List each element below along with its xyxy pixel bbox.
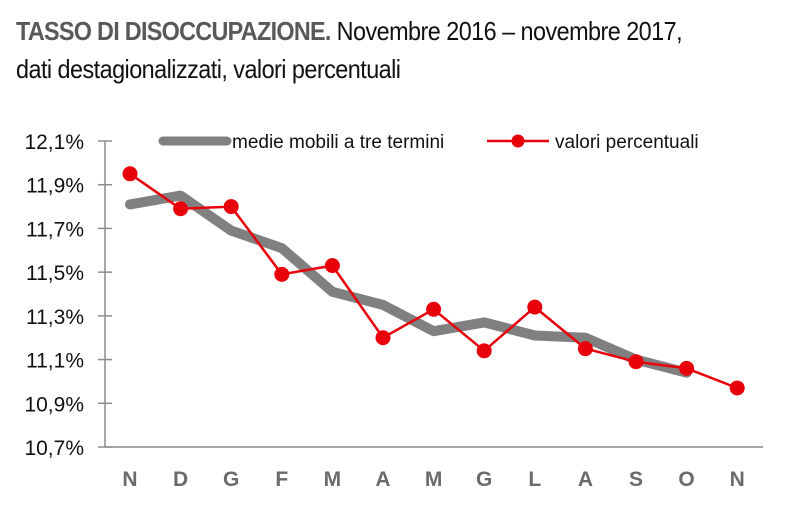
chart-subtitle: dati destagionalizzati, valori percentua… — [16, 54, 401, 84]
title-line-1: TASSO DI DISOCCUPAZIONE. Novembre 2016 –… — [16, 12, 718, 50]
data-point-marker — [122, 166, 138, 182]
series-percent-values — [122, 166, 745, 396]
data-point-marker — [375, 330, 391, 346]
data-point-marker — [577, 341, 593, 357]
legend-item-moving-average: medie mobili a tre termini — [158, 132, 444, 153]
y-tick-label: 11,5% — [26, 262, 84, 285]
data-point-marker — [173, 201, 189, 217]
x-tick-label: F — [275, 468, 288, 491]
y-tick-label: 10,9% — [24, 393, 84, 416]
x-tick-label: L — [528, 468, 541, 491]
data-point-marker — [679, 360, 695, 376]
x-tick-label: A — [578, 468, 593, 491]
x-tick-label: M — [324, 468, 342, 491]
moving-average-line — [125, 190, 692, 378]
legend-red-marker-icon — [511, 134, 525, 148]
data-point-marker — [426, 301, 442, 317]
x-tick-label: D — [173, 468, 188, 491]
chart-axes — [104, 141, 763, 448]
title-strong: TASSO DI DISOCCUPAZIONE. — [16, 16, 331, 46]
x-tick-label: N — [122, 468, 137, 491]
x-tick-label: N — [730, 468, 745, 491]
data-point-marker — [324, 258, 340, 274]
data-point-marker — [729, 380, 745, 396]
x-tick-label: O — [678, 468, 694, 491]
chart-title: TASSO DI DISOCCUPAZIONE. Novembre 2016 –… — [16, 12, 718, 88]
y-tick-label: 12,1% — [24, 131, 84, 154]
y-tick-label: 11,7% — [26, 218, 84, 241]
legend-label-moving-average: medie mobili a tre termini — [232, 132, 444, 153]
percent-values-line — [129, 172, 738, 390]
y-tick-label: 10,7% — [24, 437, 84, 460]
x-tick-label: S — [629, 468, 643, 491]
x-tick-label: A — [375, 468, 390, 491]
y-tick-label: 11,1% — [26, 350, 84, 373]
x-tick-label: G — [223, 468, 239, 491]
title-period: Novembre 2016 – novembre 2017, — [330, 16, 683, 46]
data-point-marker — [527, 299, 543, 315]
data-point-marker — [476, 343, 492, 359]
chart-legend: medie mobili a tre termini valori percen… — [158, 132, 699, 153]
x-tick-label: M — [425, 468, 443, 491]
legend-label-values: valori percentuali — [555, 132, 699, 153]
data-point-marker — [223, 199, 239, 215]
x-tick-label: G — [476, 468, 492, 491]
legend-item-values: valori percentuali — [487, 132, 699, 153]
data-point-marker — [274, 266, 290, 282]
y-tick-label: 11,9% — [26, 175, 84, 198]
y-tick-label: 11,3% — [26, 306, 84, 329]
data-point-marker — [628, 354, 644, 370]
series-moving-average — [125, 190, 692, 378]
y-axis-ticks: 12,1% 11,9% 11,7% 11,5% 11,3% 11,1% 10,9% 10,7% — [24, 131, 112, 460]
